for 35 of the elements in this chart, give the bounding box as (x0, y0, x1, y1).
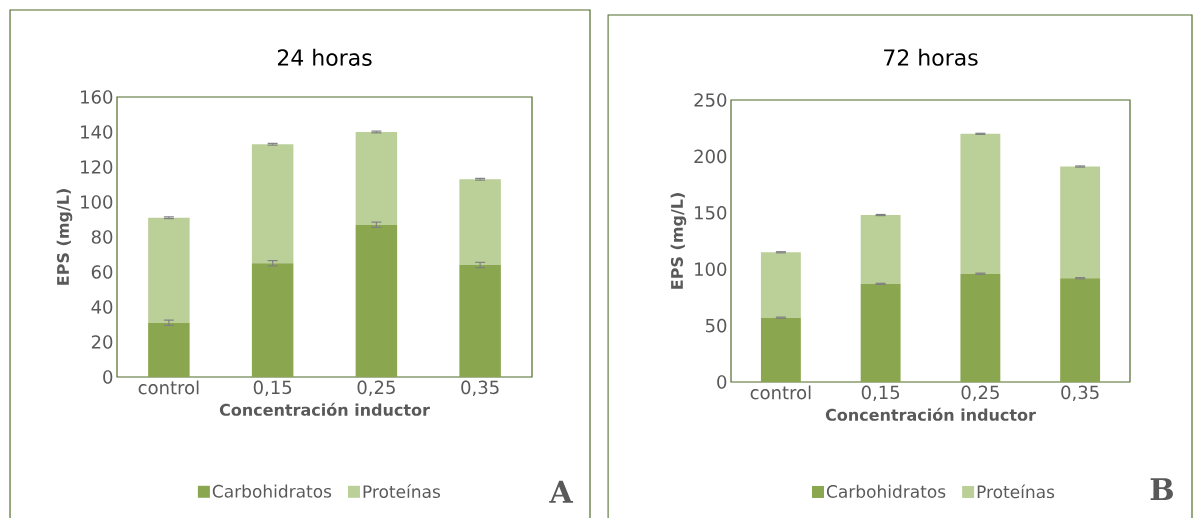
x-tick-label: 0,35 (461, 380, 499, 396)
y-tick-label: 100 (81, 195, 113, 209)
y-tick-label: 40 (91, 300, 113, 314)
y-tick-label: 120 (81, 160, 113, 174)
y-tick-label: 0 (103, 370, 113, 384)
y-tick-label: 0 (717, 375, 727, 389)
y-tick-label: 60 (91, 265, 113, 279)
x-tick-label: 0,15 (253, 380, 292, 396)
y-tick-label: 50 (705, 318, 727, 333)
legend-label: Proteínas (363, 484, 441, 499)
y-tick-label: 250 (694, 93, 727, 107)
x-tick-label: control (750, 385, 811, 400)
text: A (549, 480, 574, 503)
x-tick-label: control (138, 380, 199, 395)
y-tick-label: 20 (91, 335, 113, 349)
x-tick-label: 0,25 (357, 380, 395, 396)
x-tick-label: 0,35 (1061, 385, 1099, 401)
y-tick-label: 150 (695, 205, 727, 220)
x-tick-label: 0,25 (961, 385, 999, 401)
y-axis-title: EPS (mg/L) (670, 193, 687, 289)
x-axis-title: Concentración inductor (825, 407, 1036, 421)
chart-title: 72 horas (884, 48, 978, 66)
y-axis-title: EPS (mg/L) (56, 189, 73, 285)
y-tick-label: 100 (695, 262, 727, 276)
legend-label: Proteínas (977, 484, 1055, 499)
x-axis-title: Concentración inductor (219, 402, 430, 416)
y-tick-label: 140 (81, 125, 113, 139)
legend-label: Carbohidratos (212, 484, 332, 498)
x-tick-label: 0,15 (861, 385, 900, 401)
y-tick-label: 160 (81, 90, 113, 104)
legend-label: Carbohidratos (826, 484, 946, 498)
y-tick-label: 200 (694, 149, 727, 164)
text: B (1150, 478, 1173, 501)
chart-title: 24 horas (277, 48, 372, 66)
y-tick-label: 80 (91, 230, 113, 244)
